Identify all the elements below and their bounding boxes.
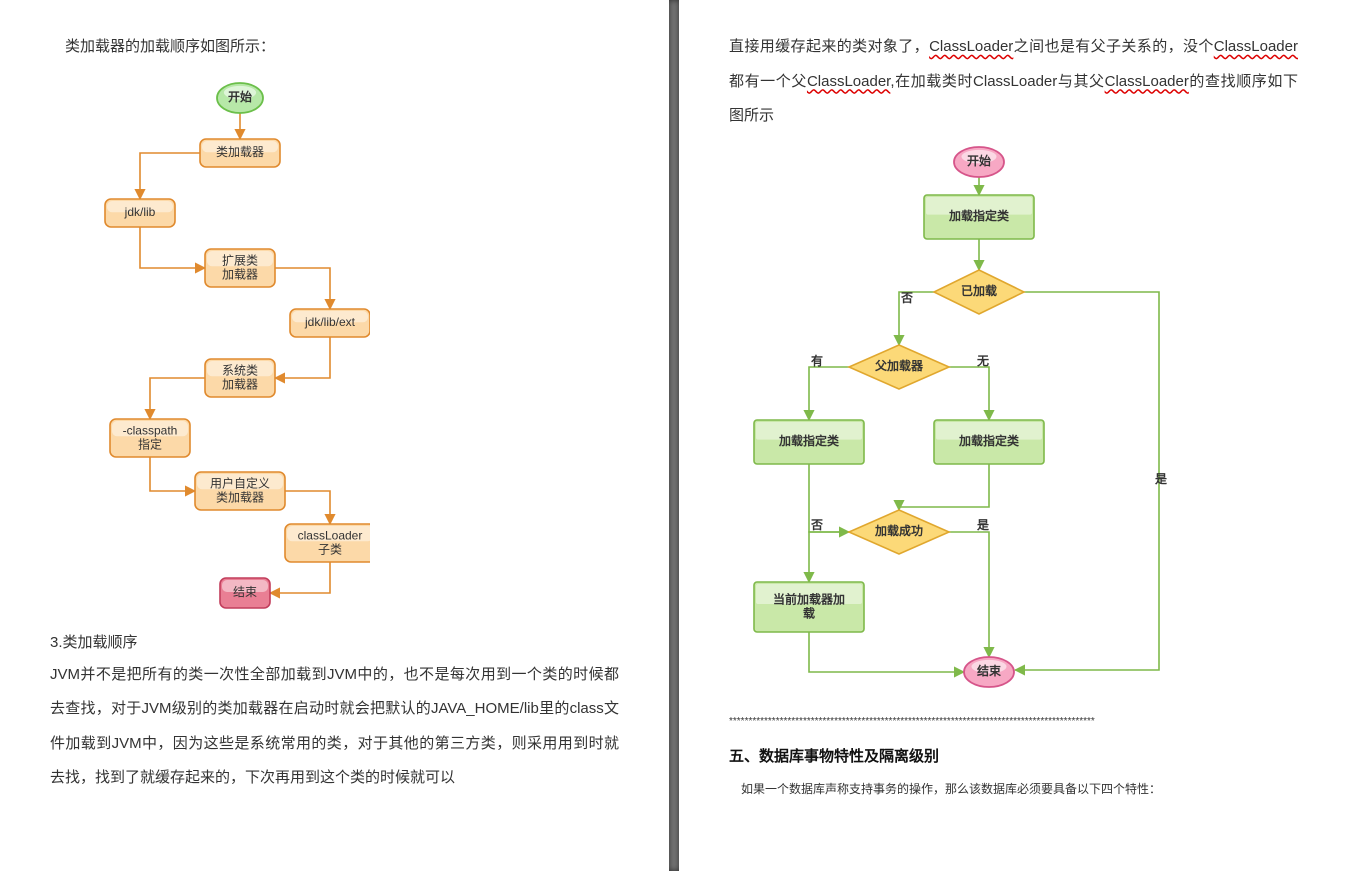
left-section-title: 3.类加载顺序 [50,631,619,652]
classloader-underline-4: ClassLoader [1105,73,1189,90]
flowchart-classloader-lookup: 否是有无否是开始加载指定类已加载父加载器加载指定类加载指定类加载成功当前加载器加… [729,142,1298,702]
left-intro: 类加载器的加载顺序如图所示： [50,30,619,65]
right-body: 直接用缓存起来的类对象了，ClassLoader之间也是有父子关系的，没个Cla… [729,30,1298,134]
svg-text:类加载器: 类加载器 [216,145,264,159]
svg-text:jdk/lib: jdk/lib [124,205,156,219]
flowchart-classloader-order: 开始类加载器jdk/lib扩展类加载器jdk/lib/ext系统类加载器-cla… [50,73,619,613]
page-left: 类加载器的加载顺序如图所示： 开始类加载器jdk/lib扩展类加载器jdk/li… [0,0,669,871]
svg-text:classLoader: classLoader [298,528,363,542]
text-seg: 直接用缓存起来的类对象了， [729,38,929,55]
svg-text:结束: 结束 [233,585,257,599]
svg-text:子类: 子类 [318,542,342,556]
svg-text:jdk/lib/ext: jdk/lib/ext [304,315,356,329]
svg-text:父加载器: 父加载器 [874,358,924,373]
db-intro: 如果一个数据库声称支持事务的操作，那么该数据库必须要具备以下四个特性： [729,780,1298,797]
svg-text:无: 无 [976,354,989,368]
svg-text:系统类: 系统类 [222,363,258,377]
separator-stars: ****************************************… [729,716,1298,727]
left-body: JVM并不是把所有的类一次性全部加载到JVM中的，也不是每次用到一个类的时候都去… [50,658,619,796]
svg-text:是: 是 [976,518,990,532]
svg-text:当前加载器加: 当前加载器加 [773,591,845,606]
svg-text:加载指定类: 加载指定类 [958,433,1020,448]
svg-text:否: 否 [900,291,913,305]
svg-text:已加载: 已加载 [961,283,997,298]
classloader-underline-1: ClassLoader [929,38,1013,55]
text-seg: ,在加载类时ClassLoader与其父 [890,73,1104,90]
page-gutter [669,0,679,871]
svg-text:是: 是 [1154,472,1168,486]
text-seg: 之间也是有父子关系的，没个 [1013,38,1213,55]
heading-5: 五、数据库事物特性及隔离级别 [729,745,1298,766]
page-right: 直接用缓存起来的类对象了，ClassLoader之间也是有父子关系的，没个Cla… [679,0,1348,871]
classloader-underline-3: ClassLoader [807,73,890,90]
svg-text:载: 载 [803,605,815,620]
svg-text:用户自定义: 用户自定义 [210,475,270,490]
svg-text:扩展类: 扩展类 [222,253,258,267]
classloader-underline-2: ClassLoader [1214,38,1298,55]
svg-text:加载成功: 加载成功 [874,523,923,538]
svg-text:加载器: 加载器 [222,377,258,391]
flow1-svg: 开始类加载器jdk/lib扩展类加载器jdk/lib/ext系统类加载器-cla… [50,73,370,613]
svg-text:类加载器: 类加载器 [216,490,264,504]
svg-text:开始: 开始 [967,153,991,168]
svg-text:指定: 指定 [138,436,162,451]
svg-text:否: 否 [810,518,823,532]
svg-text:加载器: 加载器 [222,267,258,281]
svg-text:加载指定类: 加载指定类 [778,433,840,448]
svg-text:有: 有 [811,353,823,368]
svg-text:加载指定类: 加载指定类 [948,208,1010,223]
svg-text:结束: 结束 [977,663,1002,678]
svg-text:开始: 开始 [228,89,252,104]
text-seg: 都有一个父 [729,73,807,90]
svg-text:-classpath: -classpath [123,423,178,437]
flow2-svg: 否是有无否是开始加载指定类已加载父加载器加载指定类加载指定类加载成功当前加载器加… [729,142,1229,702]
